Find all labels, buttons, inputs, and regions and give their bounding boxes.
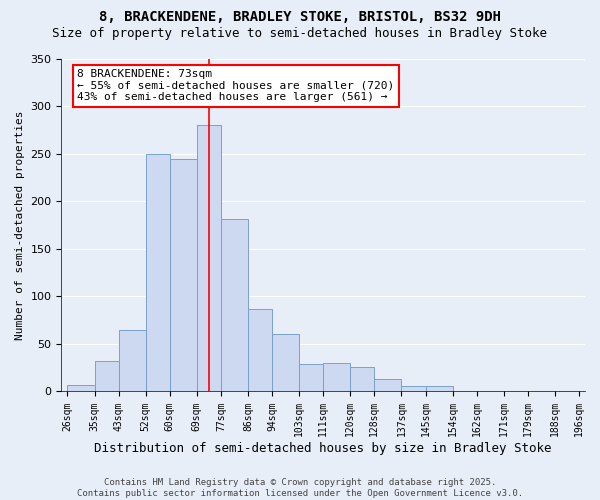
Text: 8, BRACKENDENE, BRADLEY STOKE, BRISTOL, BS32 9DH: 8, BRACKENDENE, BRADLEY STOKE, BRISTOL, … [99,10,501,24]
X-axis label: Distribution of semi-detached houses by size in Bradley Stoke: Distribution of semi-detached houses by … [94,442,552,455]
Text: Size of property relative to semi-detached houses in Bradley Stoke: Size of property relative to semi-detach… [53,28,548,40]
Bar [170,158,197,392]
Bar [272,334,299,392]
Bar [374,379,401,392]
Bar [67,385,95,392]
Bar [119,330,146,392]
Bar [504,390,528,392]
Text: 8 BRACKENDENE: 73sqm
← 55% of semi-detached houses are smaller (720)
43% of semi: 8 BRACKENDENE: 73sqm ← 55% of semi-detac… [77,69,394,102]
Bar [425,386,452,392]
Bar [401,386,425,392]
Bar [350,367,374,392]
Y-axis label: Number of semi-detached properties: Number of semi-detached properties [15,110,25,340]
Bar [323,363,350,392]
Bar [452,390,476,392]
Bar [197,126,221,392]
Bar [95,361,119,392]
Bar [221,218,248,392]
Bar [299,364,323,392]
Bar [248,309,272,392]
Bar [146,154,170,392]
Text: Contains HM Land Registry data © Crown copyright and database right 2025.
Contai: Contains HM Land Registry data © Crown c… [77,478,523,498]
